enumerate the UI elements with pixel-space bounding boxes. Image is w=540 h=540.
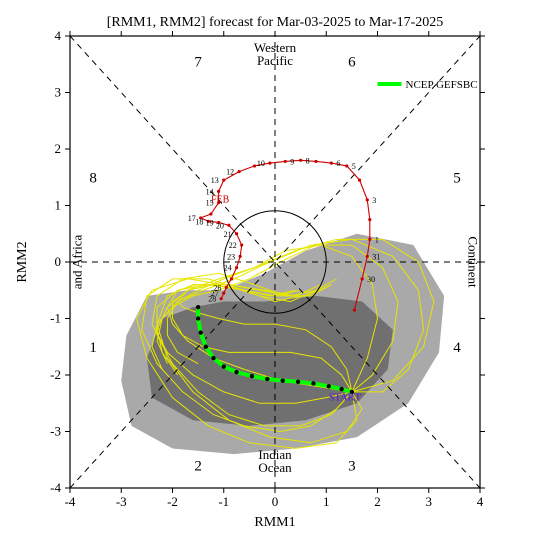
obs-day-label: 24: [224, 264, 232, 273]
obs-marker: [225, 286, 228, 289]
mean-marker: [211, 356, 215, 360]
obs-marker: [227, 224, 230, 227]
y-tick-label: -3: [50, 424, 61, 439]
mean-marker: [327, 384, 331, 388]
y-tick-label: -2: [50, 367, 61, 382]
obs-marker: [358, 178, 361, 181]
obs-marker: [366, 198, 369, 201]
phase-number: 1: [89, 340, 97, 356]
chart-title: [RMM1, RMM2] forecast for Mar-03-2025 to…: [107, 15, 444, 30]
y-tick-label: 1: [55, 198, 62, 213]
x-tick-label: 2: [374, 494, 381, 509]
mean-marker: [196, 316, 200, 320]
obs-marker: [284, 160, 287, 163]
obs-marker: [361, 277, 364, 280]
obs-day-label: 6: [336, 159, 340, 168]
obs-marker: [330, 162, 333, 165]
rmm-phase-diagram: 3031135689101213141517181920212223242627…: [0, 0, 540, 540]
mean-marker: [265, 377, 269, 381]
phase-number: 5: [453, 170, 461, 186]
mean-marker: [198, 330, 202, 334]
x-tick-label: 3: [426, 494, 433, 509]
mean-marker: [296, 380, 300, 384]
obs-marker: [368, 238, 371, 241]
region-label: MaritimeContinent: [465, 236, 493, 288]
phase-number: 7: [194, 54, 202, 70]
x-axis-label: RMM1: [254, 515, 295, 530]
x-tick-label: 0: [272, 494, 279, 509]
phase-number: 6: [348, 54, 356, 70]
obs-marker: [314, 160, 317, 163]
y-tick-label: 0: [55, 254, 62, 269]
obs-marker: [209, 212, 212, 215]
obs-marker: [238, 170, 241, 173]
obs-day-label: 23: [227, 252, 235, 261]
obs-marker: [353, 308, 356, 311]
obs-day-label: 18: [195, 217, 203, 226]
obs-day-label: 10: [257, 159, 265, 168]
obs-day-label: 30: [367, 275, 375, 284]
x-tick-label: -4: [65, 494, 76, 509]
obs-day-label: 1: [375, 235, 379, 244]
obs-marker: [235, 266, 238, 269]
obs-day-label: 12: [226, 168, 234, 177]
obs-day-label: 19: [206, 218, 214, 227]
obs-marker: [299, 159, 302, 162]
y-tick-label: 2: [55, 141, 62, 156]
phase-number: 3: [348, 458, 356, 474]
region-label: IndianOcean: [258, 447, 292, 475]
obs-day-label: 31: [372, 252, 380, 261]
obs-marker: [220, 297, 223, 300]
obs-marker: [222, 178, 225, 181]
phase-number: 2: [194, 458, 202, 474]
obs-marker: [230, 277, 233, 280]
obs-marker: [217, 190, 220, 193]
obs-month-label: FEB: [211, 195, 230, 206]
mean-marker: [204, 345, 208, 349]
mean-marker: [234, 370, 238, 374]
y-tick-label: -4: [50, 480, 61, 495]
x-tick-label: 4: [477, 494, 484, 509]
mean-marker: [196, 305, 200, 309]
mean-marker: [311, 381, 315, 385]
start-label: START: [329, 392, 362, 403]
y-tick-label: 3: [55, 85, 62, 100]
obs-marker: [239, 255, 242, 258]
region-label: WesternPacific: [254, 40, 297, 68]
obs-marker: [345, 164, 348, 167]
obs-marker: [368, 218, 371, 221]
obs-marker: [240, 243, 243, 246]
y-axis-label: RMM2: [15, 241, 30, 282]
obs-day-label: 28: [208, 295, 216, 304]
obs-day-label: 22: [229, 241, 237, 250]
obs-day-label: 8: [306, 156, 310, 165]
phase-number: 8: [89, 170, 97, 186]
x-tick-label: -3: [116, 494, 127, 509]
mean-marker: [222, 364, 226, 368]
obs-marker: [235, 232, 238, 235]
obs-day-label: 21: [224, 230, 232, 239]
obs-marker: [268, 162, 271, 165]
y-tick-label: 4: [55, 28, 62, 43]
obs-day-label: 3: [372, 196, 376, 205]
obs-day-label: 13: [211, 176, 219, 185]
x-tick-label: 1: [323, 494, 330, 509]
x-tick-label: -2: [167, 494, 178, 509]
obs-marker: [222, 291, 225, 294]
y-tick-label: -1: [50, 311, 61, 326]
obs-marker: [253, 164, 256, 167]
obs-day-label: 5: [352, 162, 356, 171]
legend-label: NCEP GEFSBC: [406, 79, 478, 91]
x-tick-label: -1: [218, 494, 229, 509]
mean-marker: [339, 387, 343, 391]
obs-day-label: 9: [290, 157, 294, 166]
mean-marker: [250, 374, 254, 378]
phase-number: 4: [453, 340, 461, 356]
obs-marker: [366, 255, 369, 258]
mean-marker: [280, 378, 284, 382]
